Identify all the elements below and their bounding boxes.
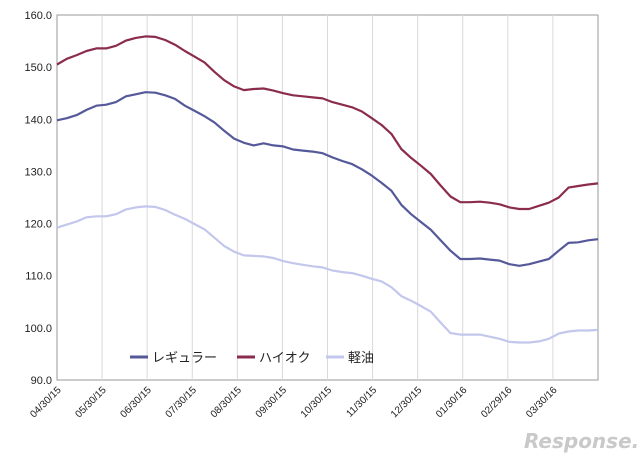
x-tick-label: 01/30/16 xyxy=(434,385,470,421)
y-tick-label: 110.0 xyxy=(25,271,52,283)
x-axis-tick-labels: 04/30/15 05/30/15 06/30/15 07/30/15 08/30/15… xyxy=(28,385,560,421)
legend-label-diesel: 軽油 xyxy=(348,350,374,365)
x-tick-label: 02/29/16 xyxy=(479,385,515,421)
legend-label-regular: レギュラー xyxy=(152,350,217,365)
x-tick-label: 10/30/15 xyxy=(299,385,335,421)
y-tick-label: 140.0 xyxy=(24,114,52,126)
series-line-1 xyxy=(56,35,599,211)
x-tick-label: 07/30/15 xyxy=(164,385,200,421)
x-tick-label: 08/30/15 xyxy=(209,385,245,421)
x-tick-label: 03/30/16 xyxy=(524,385,560,421)
x-tick-label: 04/30/15 xyxy=(28,385,64,421)
y-tick-label: 100.0 xyxy=(24,323,52,335)
x-tick-label: 06/30/15 xyxy=(119,385,155,421)
y-axis-tick-labels: 90.0 100.0 110.0 120.0 130.0 140.0 150.0 160.0 xyxy=(24,10,52,387)
series-line-2 xyxy=(56,205,599,344)
watermark-logo: Response. xyxy=(524,429,639,453)
series-lines xyxy=(56,35,599,344)
y-tick-label: 160.0 xyxy=(24,10,52,22)
x-tick-label: 12/30/15 xyxy=(389,385,425,421)
x-tick-label: 11/30/15 xyxy=(344,385,379,420)
vertical-gridlines xyxy=(101,15,554,380)
y-tick-label: 130.0 xyxy=(24,166,52,178)
x-tick-label: 05/30/15 xyxy=(73,385,109,421)
y-tick-label: 150.0 xyxy=(24,62,52,74)
y-tick-label: 120.0 xyxy=(24,219,52,231)
x-tick-label: 09/30/15 xyxy=(254,385,290,421)
legend-label-high-octane: ハイオク xyxy=(259,350,310,365)
y-tick-label: 90.0 xyxy=(31,375,52,387)
series-line-0 xyxy=(56,91,599,267)
legend: レギュラー ハイオク 軽油 xyxy=(130,350,374,365)
